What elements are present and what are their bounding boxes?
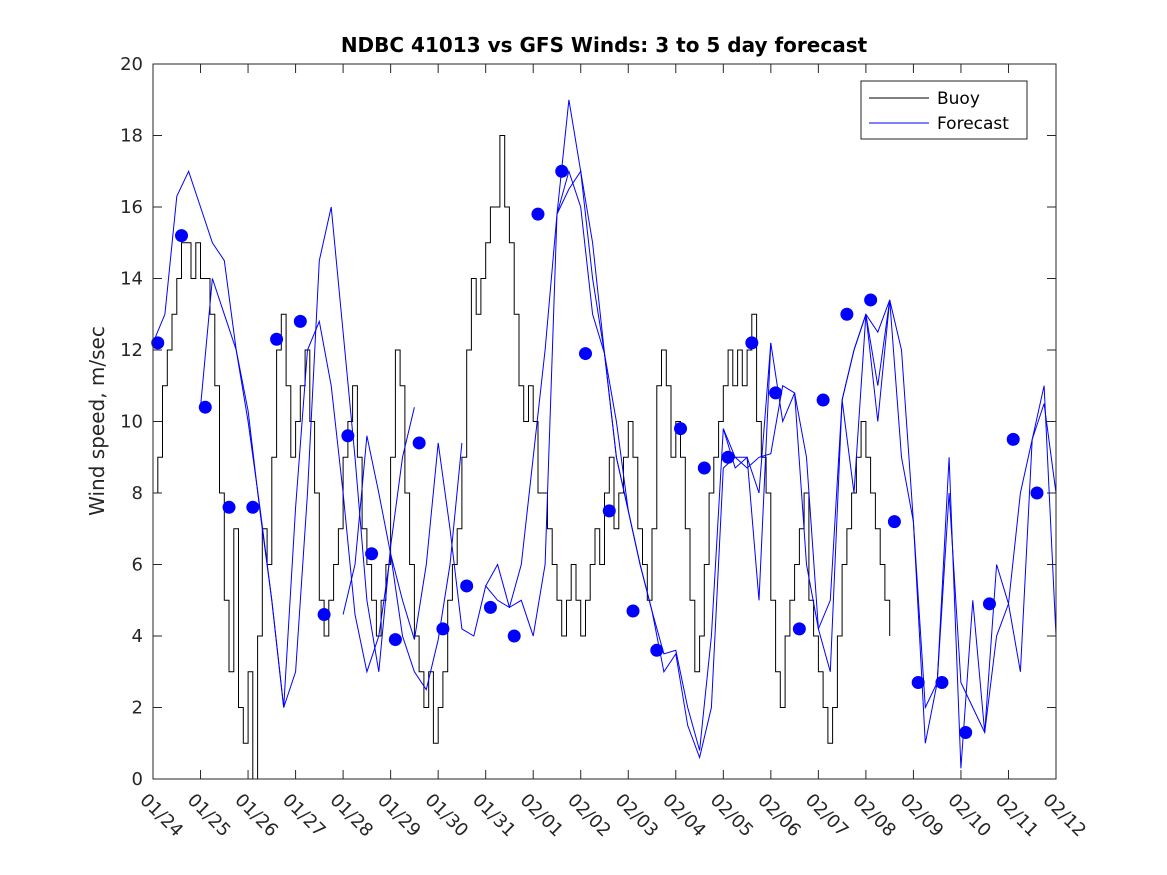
x-tick-label: 02/10: [943, 790, 995, 842]
buoy-series-line: [153, 135, 891, 780]
forecast-point: [935, 675, 949, 689]
forecast-point: [840, 307, 854, 321]
x-tick-label: 02/01: [516, 790, 568, 842]
forecast-point: [436, 622, 450, 636]
x-tick-label: 01/31: [468, 790, 520, 842]
y-axis-label: Wind speed, m/sec: [85, 326, 109, 516]
y-tick-label: 18: [120, 126, 143, 147]
forecast-point: [151, 336, 165, 350]
x-tick-label: 01/27: [278, 790, 330, 842]
forecast-point: [745, 336, 759, 350]
forecast-series-line-7: [841, 299, 1057, 769]
x-tick-label: 02/09: [896, 790, 948, 842]
y-tick-label: 10: [120, 412, 143, 433]
legend-buoy-label: Buoy: [937, 89, 980, 109]
legend-forecast-label: Forecast: [937, 114, 1009, 134]
x-tick-label: 01/24: [135, 790, 187, 842]
forecast-point: [388, 633, 402, 647]
y-tick-label: 2: [132, 698, 143, 719]
forecast-point: [412, 436, 426, 450]
forecast-point: [341, 429, 355, 443]
x-tick-label: 01/30: [421, 790, 473, 842]
forecast-point: [626, 604, 640, 618]
forecast-point: [460, 579, 474, 593]
y-tick-label: 20: [120, 54, 143, 75]
forecast-point: [650, 643, 664, 657]
forecast-point: [697, 461, 711, 475]
x-tick-label: 02/05: [706, 790, 758, 842]
chart-title: NDBC 41013 vs GFS Winds: 3 to 5 day fore…: [341, 33, 868, 57]
x-tick-label: 01/28: [326, 790, 378, 842]
x-tick-label: 01/25: [183, 790, 235, 842]
y-tick-label: 0: [132, 769, 143, 790]
x-tick-label: 01/26: [231, 790, 283, 842]
x-tick-label: 02/02: [563, 790, 615, 842]
legend-box: [860, 80, 1028, 140]
forecast-point: [317, 608, 331, 622]
x-tick-label: 02/04: [658, 790, 710, 842]
forecast-point: [531, 207, 545, 221]
forecast-point: [270, 332, 284, 346]
forecast-point: [959, 726, 973, 740]
y-tick-label: 12: [120, 340, 143, 361]
x-tick-label: 02/06: [753, 790, 805, 842]
forecast-point: [293, 314, 307, 328]
y-tick-label: 16: [120, 197, 143, 218]
plot-background: [153, 64, 1056, 779]
forecast-point: [483, 600, 497, 614]
forecast-point: [1030, 486, 1044, 500]
forecast-point: [507, 629, 521, 643]
y-tick-label: 8: [132, 483, 143, 504]
forecast-point: [721, 450, 735, 464]
y-tick-label: 6: [132, 555, 143, 576]
y-tick-label: 14: [120, 269, 143, 290]
x-tick-label: 02/11: [991, 790, 1043, 842]
forecast-point: [555, 164, 569, 178]
forecast-point: [911, 675, 925, 689]
y-tick-label: 4: [132, 626, 143, 647]
forecast-point: [222, 500, 236, 514]
x-tick-label: 01/29: [373, 790, 425, 842]
forecast-point: [982, 597, 996, 611]
forecast-point: [769, 386, 783, 400]
forecast-point: [365, 547, 379, 561]
forecast-point: [578, 347, 592, 361]
x-tick-label: 02/08: [848, 790, 900, 842]
forecast-point: [246, 500, 260, 514]
forecast-point: [887, 515, 901, 529]
forecast-point: [1006, 432, 1020, 446]
legend: Buoy Forecast: [860, 80, 1028, 140]
forecast-point: [674, 422, 688, 436]
forecast-point: [602, 504, 616, 518]
forecast-point: [792, 622, 806, 636]
forecast-series-line-2: [200, 278, 463, 708]
forecast-point: [864, 293, 878, 307]
x-tick-label: 02/03: [611, 790, 663, 842]
x-tick-label: 02/07: [801, 790, 853, 842]
plot-area: 0246810121416182001/2401/2501/2601/2701/…: [120, 54, 1090, 841]
forecast-point: [816, 393, 830, 407]
forecast-point: [198, 400, 212, 414]
x-tick-label: 02/12: [1038, 790, 1090, 842]
forecast-point: [175, 229, 189, 243]
